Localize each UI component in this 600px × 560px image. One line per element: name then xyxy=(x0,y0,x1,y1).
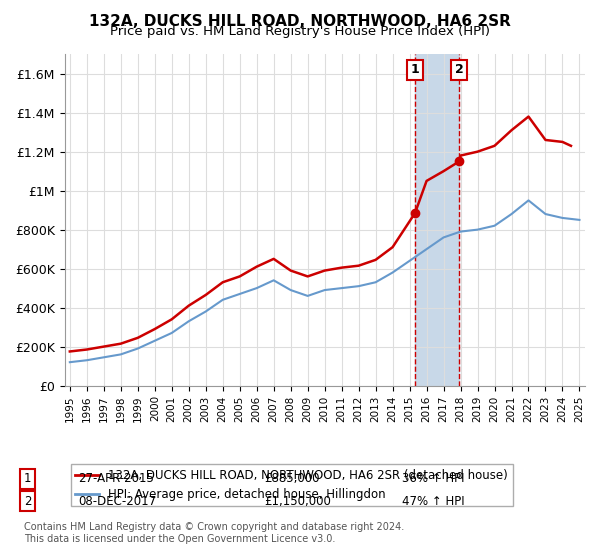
Text: 132A, DUCKS HILL ROAD, NORTHWOOD, HA6 2SR: 132A, DUCKS HILL ROAD, NORTHWOOD, HA6 2S… xyxy=(89,14,511,29)
Bar xyxy=(415,54,459,386)
Text: 08-DEC-2017: 08-DEC-2017 xyxy=(78,494,156,508)
Text: 36% ↑ HPI: 36% ↑ HPI xyxy=(402,472,464,486)
Legend: 132A, DUCKS HILL ROAD, NORTHWOOD, HA6 2SR (detached house), HPI: Average price, : 132A, DUCKS HILL ROAD, NORTHWOOD, HA6 2S… xyxy=(71,464,513,506)
Text: Contains HM Land Registry data © Crown copyright and database right 2024.
This d: Contains HM Land Registry data © Crown c… xyxy=(24,522,404,544)
Text: 1: 1 xyxy=(410,63,419,76)
Text: 2: 2 xyxy=(455,63,464,76)
Text: 1: 1 xyxy=(24,472,32,486)
Text: £885,000: £885,000 xyxy=(264,472,320,486)
Text: Price paid vs. HM Land Registry's House Price Index (HPI): Price paid vs. HM Land Registry's House … xyxy=(110,25,490,38)
Text: 27-APR-2015: 27-APR-2015 xyxy=(78,472,154,486)
Text: £1,150,000: £1,150,000 xyxy=(264,494,331,508)
Text: 2: 2 xyxy=(24,494,32,508)
Text: 47% ↑ HPI: 47% ↑ HPI xyxy=(402,494,464,508)
